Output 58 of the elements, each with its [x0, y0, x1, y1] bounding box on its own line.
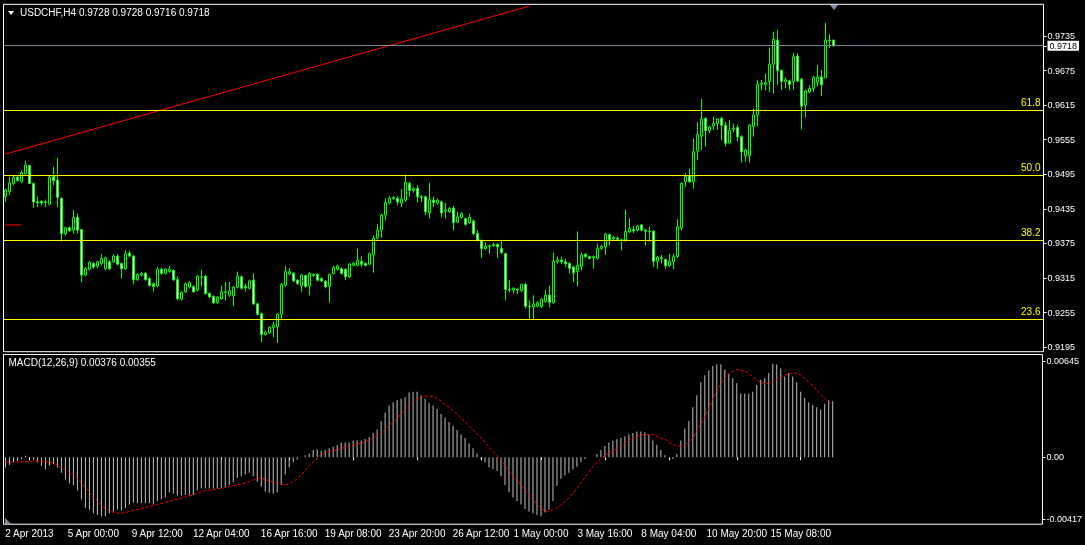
- y-tick-label: 0.9718: [1049, 41, 1078, 52]
- candlestick: [8, 176, 11, 196]
- x-tick-label: 2 Apr 2013: [5, 527, 55, 539]
- candlestick: [704, 116, 707, 148]
- x-tick-label: 15 May 08:00: [770, 527, 832, 539]
- candlestick: [404, 173, 407, 203]
- y-tick-label: 0.9255: [1047, 307, 1076, 318]
- annotation: 23.6: [1021, 305, 1041, 317]
- candlestick: [816, 64, 819, 88]
- y-tick-label: 0.9675: [1047, 65, 1076, 76]
- candlestick: [724, 121, 727, 148]
- y-tick-label: 0.00645: [1046, 356, 1080, 367]
- candlestick: [132, 254, 135, 285]
- x-tick-label: 26 Apr 12:00: [452, 527, 510, 539]
- x-tick-label: 19 Apr 08:00: [324, 527, 382, 539]
- x-tick-label: 23 Apr 20:00: [388, 527, 446, 539]
- candlestick: [524, 282, 527, 309]
- candlestick: [604, 232, 607, 256]
- candlestick: [56, 157, 59, 208]
- candlestick: [224, 281, 227, 301]
- line-series: [5, 369, 834, 514]
- y-tick-label: 0.9615: [1047, 100, 1076, 111]
- candlestick: [728, 119, 731, 145]
- x-tick-label: 3 May 16:00: [577, 527, 633, 539]
- x-tick-label: 16 Apr 16:00: [260, 527, 319, 539]
- candlestick: [452, 205, 455, 231]
- y-tick-label: -0.00417: [1046, 514, 1082, 525]
- y-tick-label: 0.9195: [1047, 342, 1076, 353]
- candlestick: [308, 271, 311, 296]
- y-tick-label: 0.9375: [1047, 238, 1076, 249]
- x-tick-label: 5 Apr 00:00: [67, 527, 120, 539]
- chart-title: USDCHF,H4 0.9728 0.9728 0.9716 0.9718: [20, 7, 211, 18]
- candlestick: [700, 98, 703, 151]
- y-tick-label: 0.9315: [1047, 272, 1076, 283]
- candlestick: [204, 274, 207, 296]
- x-tick-label: 12 Apr 04:00: [192, 527, 251, 539]
- y-tick-label: 0.9435: [1047, 203, 1076, 214]
- candlestick: [124, 249, 127, 271]
- candlestick: [532, 294, 535, 320]
- x-tick-label: 10 May 20:00: [706, 527, 768, 539]
- candlestick: [720, 116, 723, 141]
- candlestick: [480, 238, 483, 259]
- x-tick-label: 1 May 00:00: [513, 527, 569, 539]
- annotation: 38.2: [1021, 226, 1041, 238]
- candlestick: [576, 230, 579, 288]
- candlestick: [72, 209, 75, 235]
- x-tick-label: 8 May 04:00: [641, 527, 697, 539]
- y-tick-label: 0.9495: [1047, 169, 1076, 180]
- candlestick: [428, 182, 431, 220]
- annotation: 50.0: [1021, 161, 1041, 173]
- candlestick: [328, 272, 331, 304]
- candlestick: [624, 208, 627, 243]
- y-tick-label: 0.9735: [1047, 30, 1076, 41]
- chart-title: MACD(12,26,9) 0.00376 0.00355: [8, 357, 157, 368]
- annotation: 61.8: [1021, 96, 1041, 108]
- y-tick-label: 0.00: [1046, 452, 1064, 463]
- x-tick-label: 9 Apr 12:00: [131, 527, 184, 539]
- y-tick-label: 0.9555: [1047, 134, 1076, 145]
